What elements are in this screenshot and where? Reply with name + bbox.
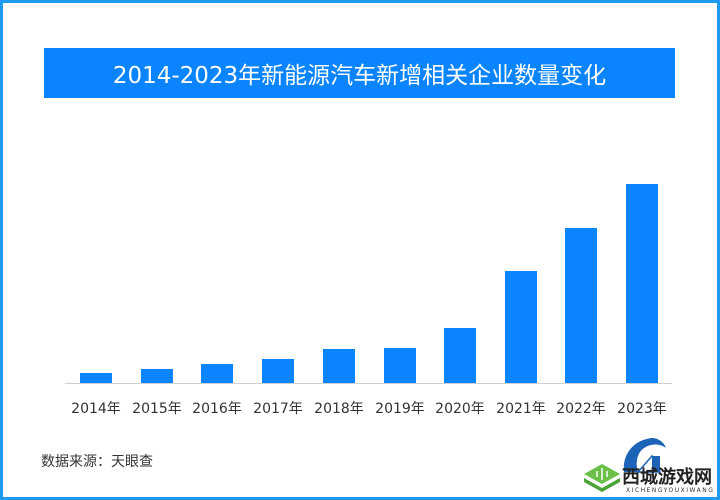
x-tick-label: 2023年: [617, 401, 667, 417]
watermark-text: 西城游戏网: [622, 467, 712, 488]
x-tick-label: 2014年: [71, 401, 121, 417]
title-banner: 2014-2023年新能源汽车新增相关企业数量变化: [44, 48, 675, 98]
chart-title: 2014-2023年新能源汽车新增相关企业数量变化: [112, 63, 607, 89]
x-axis-line: [65, 383, 672, 384]
x-tick-label: 2019年: [375, 401, 425, 417]
watermark-logo: 西城游戏网 XICHENGYOUXIWANG: [582, 462, 717, 498]
x-tick-label: 2021年: [496, 401, 546, 417]
bar-2020年: [444, 328, 476, 383]
x-tick-label: 2017年: [253, 401, 303, 417]
bar-2018年: [323, 349, 355, 383]
x-tick-label: 2018年: [314, 401, 364, 417]
watermark-subtext: XICHENGYOUXIWANG: [626, 487, 715, 494]
bar-2022年: [565, 228, 597, 383]
bar-2021年: [505, 271, 537, 383]
bar-2015年: [141, 369, 173, 383]
x-tick-label: 2022年: [556, 401, 606, 417]
bar-2016年: [201, 364, 233, 383]
x-tick-label: 2016年: [192, 401, 242, 417]
data-source-label: 数据来源：天眼查: [41, 454, 153, 470]
bar-2017年: [262, 359, 294, 383]
x-tick-label: 2015年: [132, 401, 182, 417]
bar-2019年: [384, 348, 416, 383]
x-tick-label: 2020年: [435, 401, 485, 417]
watermark-leaf-icon: [584, 464, 620, 492]
bar-2014年: [80, 373, 112, 383]
bar-2023年: [626, 184, 658, 383]
tianyancha-logo-icon: [618, 434, 668, 474]
